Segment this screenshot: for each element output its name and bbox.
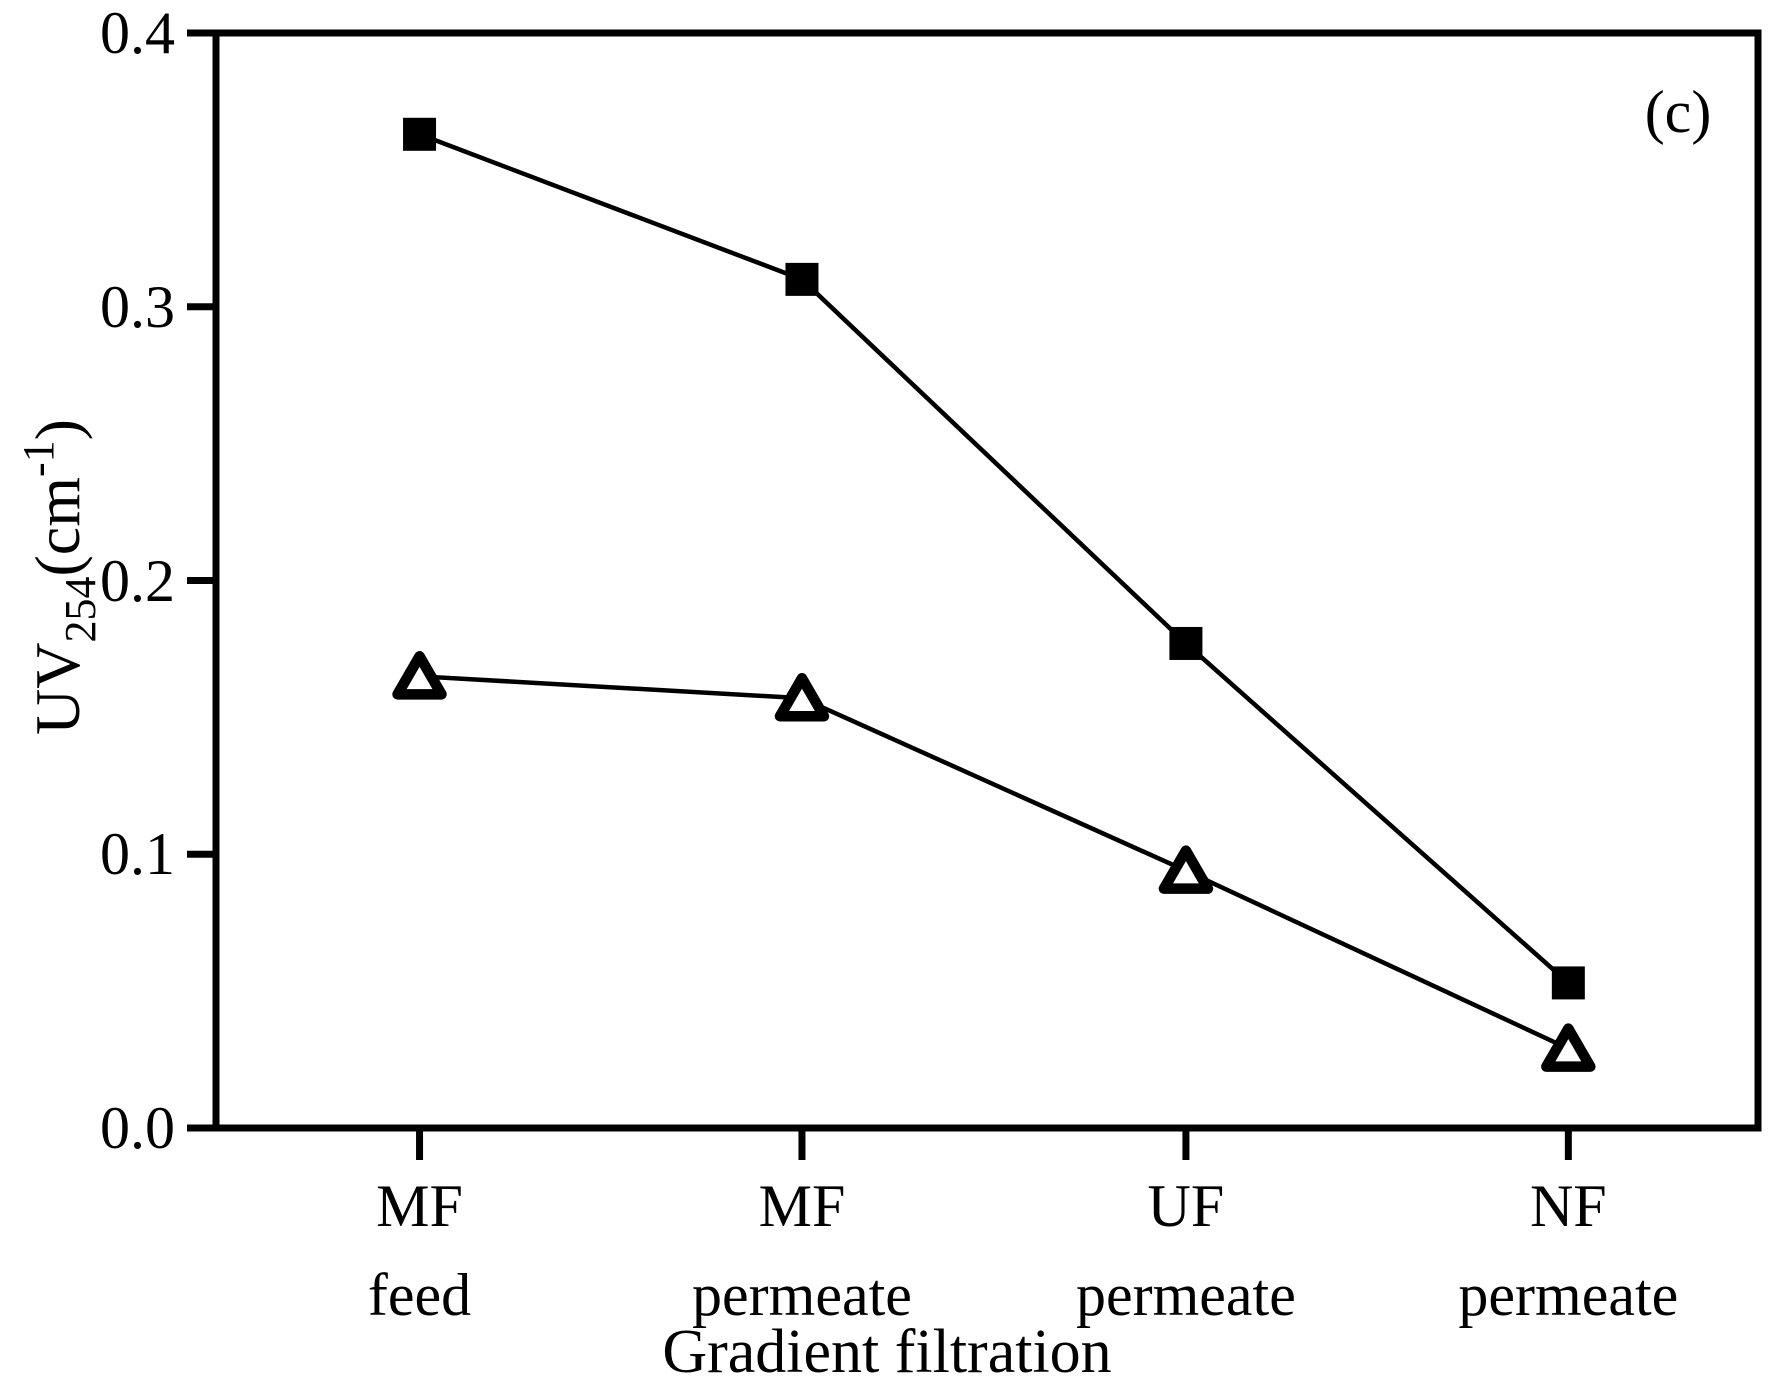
- x-tick-label-line1: UF: [1147, 1173, 1225, 1239]
- y-tick-label: 0.3: [100, 273, 175, 340]
- y-axis-title-units-close: ): [22, 419, 93, 441]
- y-axis-title-superscript: -1: [14, 440, 63, 478]
- y-tick-label: 0.4: [100, 0, 175, 66]
- marker-open-triangle: [774, 672, 830, 722]
- y-tick-label: 0.2: [100, 547, 175, 614]
- marker-filled-square: [1169, 626, 1203, 660]
- y-tick-label: 0.0: [100, 1095, 175, 1161]
- x-tick-label-line1: MF: [376, 1173, 463, 1239]
- x-tick-label-line2: permeate: [692, 1262, 912, 1328]
- panel-label: (c): [1644, 79, 1712, 145]
- marker-open-triangle: [1541, 1023, 1596, 1072]
- y-axis-title-subscript: 254: [56, 576, 105, 643]
- y-tick-label: 0.1: [100, 821, 175, 888]
- x-tick-label-line1: MF: [758, 1173, 846, 1239]
- y-axis-title: UV254(cm-1): [14, 419, 105, 735]
- x-tick-label-line2: feed: [367, 1262, 472, 1328]
- marker-open-triangle: [392, 651, 447, 700]
- y-axis-title-units-open: (cm: [22, 477, 93, 577]
- marker-open-triangle: [1158, 845, 1214, 894]
- x-tick-label-line1: NF: [1529, 1173, 1607, 1239]
- marker-filled-square: [1551, 966, 1585, 1000]
- y-axis-title-prefix: UV: [22, 642, 93, 735]
- plot-frame: [212, 29, 1762, 1132]
- x-tick-label-line2: permeate: [1458, 1262, 1679, 1328]
- marker-filled-square: [403, 117, 437, 151]
- series-line-open-triangle: [419, 674, 1570, 1051]
- marker-filled-square: [785, 262, 819, 296]
- x-axis-title: Gradient filtration: [662, 1318, 1112, 1386]
- series-line-filled-square: [418, 132, 1570, 985]
- x-tick-label-line2: permeate: [1075, 1262, 1296, 1328]
